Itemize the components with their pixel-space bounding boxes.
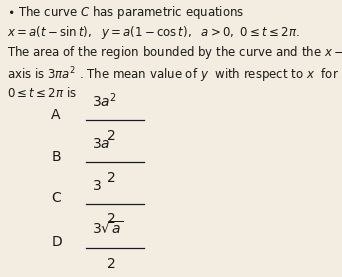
Text: D: D (51, 235, 62, 249)
Text: $2$: $2$ (106, 129, 115, 143)
Text: $3a^2$: $3a^2$ (92, 91, 118, 110)
Text: $3a$: $3a$ (92, 137, 111, 151)
Text: $3\sqrt{a}$: $3\sqrt{a}$ (92, 220, 124, 237)
Text: C: C (51, 191, 61, 205)
Text: B: B (51, 150, 61, 163)
Text: $2$: $2$ (106, 212, 115, 226)
Text: $0 \leq t \leq 2\pi$ is: $0 \leq t \leq 2\pi$ is (7, 86, 77, 100)
Text: $\bullet$ The curve $C$ has parametric equations: $\bullet$ The curve $C$ has parametric e… (7, 4, 244, 21)
Text: The area of the region bounded by the curve and the $x-$: The area of the region bounded by the cu… (7, 44, 342, 61)
Text: $x = a(t - \sin t),\ \ y = a(1 - \cos t),\ \ a > 0,\ 0 \leq t \leq 2\pi.$: $x = a(t - \sin t),\ \ y = a(1 - \cos t)… (7, 24, 300, 40)
Text: $3$: $3$ (92, 179, 102, 193)
Text: $2$: $2$ (106, 257, 115, 271)
Text: A: A (51, 108, 61, 122)
Text: $2$: $2$ (106, 171, 115, 185)
Text: axis is $3\pi a^2$ . The mean value of $y$  with respect to $x$  for: axis is $3\pi a^2$ . The mean value of $… (7, 65, 339, 85)
